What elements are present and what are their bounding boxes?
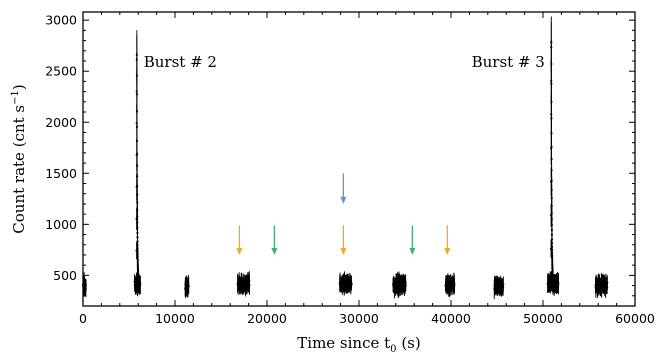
data-point bbox=[557, 281, 560, 284]
segment-2 bbox=[184, 274, 190, 299]
arrow-marker-1 bbox=[271, 225, 278, 255]
x-axis-title-subscript: 0 bbox=[390, 344, 396, 354]
x-axis-title-tail: (s) bbox=[397, 334, 421, 352]
data-point bbox=[549, 281, 553, 284]
data-point bbox=[453, 284, 456, 287]
arrow-head bbox=[236, 247, 243, 255]
data-point bbox=[502, 283, 505, 286]
y-axis-title-main: Count rate (cnt s bbox=[10, 105, 28, 234]
arrow-marker-5 bbox=[444, 225, 451, 255]
y-tick-label: 2000 bbox=[45, 115, 77, 130]
y-tick-label: 3000 bbox=[45, 13, 77, 28]
arrow-marker-0 bbox=[236, 225, 243, 255]
arrow-head bbox=[340, 247, 347, 255]
segment-4 bbox=[338, 271, 353, 296]
x-tick-label: 60000 bbox=[615, 311, 655, 326]
data-point bbox=[552, 281, 556, 284]
y-tick-label: 2500 bbox=[45, 64, 77, 79]
arrow-head bbox=[409, 247, 416, 255]
data-point bbox=[187, 284, 190, 287]
data-point bbox=[606, 281, 609, 284]
data-point bbox=[135, 281, 138, 284]
y-tick-label: 1500 bbox=[45, 166, 77, 181]
annotation-burst-2: Burst # 2 bbox=[144, 53, 217, 71]
arrow-head bbox=[271, 247, 278, 255]
data-point bbox=[138, 281, 141, 284]
x-axis-title-main: Time since t bbox=[297, 334, 390, 352]
x-tick-label: 30000 bbox=[339, 311, 379, 326]
arrow-marker-4 bbox=[409, 225, 416, 255]
segment-7 bbox=[493, 275, 505, 300]
arrow-marker-2 bbox=[340, 173, 347, 204]
y-axis-title: Count rate (cnt s−1) bbox=[10, 84, 28, 233]
y-axis-title-tail: ) bbox=[10, 84, 28, 90]
tick-label-layer: 0 10000 20000 30000 40000 50000 60000 500 1000 15… bbox=[45, 13, 655, 326]
y-axis-title-superscript: −1 bbox=[10, 90, 21, 105]
x-axis-title: Time since t0 (s) bbox=[297, 334, 420, 354]
arrow-head bbox=[340, 196, 347, 204]
arrow-marker-3 bbox=[340, 225, 347, 255]
arrow-layer bbox=[236, 173, 451, 255]
data-point bbox=[248, 284, 251, 287]
data-point bbox=[404, 284, 407, 287]
y-tick-label: 1000 bbox=[45, 217, 77, 232]
segment-9 bbox=[594, 272, 609, 298]
x-tick-label: 0 bbox=[79, 311, 87, 326]
data-point bbox=[350, 283, 353, 286]
burst-profile-3 bbox=[549, 16, 556, 289]
annotation-burst-3: Burst # 3 bbox=[472, 53, 545, 71]
tick-layer bbox=[82, 12, 636, 306]
segment-6 bbox=[444, 272, 456, 298]
burst-profile-2 bbox=[135, 30, 141, 289]
arrow-head bbox=[444, 247, 451, 255]
segment-5 bbox=[392, 271, 407, 299]
data-layer bbox=[82, 16, 609, 300]
segment-3 bbox=[236, 271, 251, 297]
x-tick-label: 10000 bbox=[155, 311, 195, 326]
x-tick-label: 20000 bbox=[247, 311, 287, 326]
y-tick-label: 500 bbox=[53, 268, 77, 283]
x-tick-label: 40000 bbox=[431, 311, 471, 326]
x-tick-label: 50000 bbox=[523, 311, 563, 326]
